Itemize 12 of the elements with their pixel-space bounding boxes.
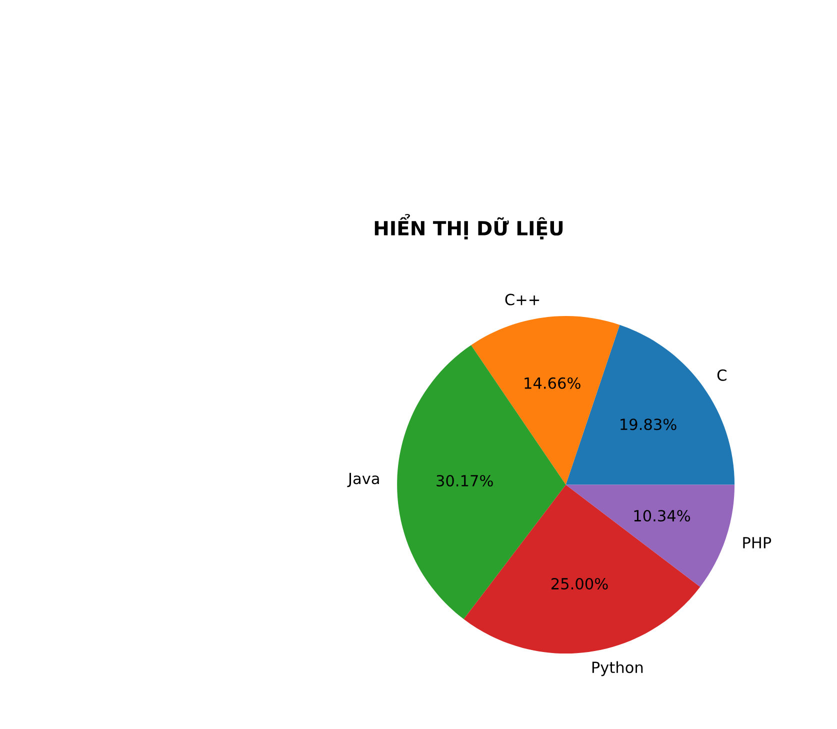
data-label: 10.34%: [634, 510, 690, 522]
slice-label: C: [717, 369, 726, 381]
data-label: 19.83%: [620, 418, 676, 430]
slice-label: Python: [592, 661, 643, 676]
pie-slice: [464, 484, 700, 654]
slice-label: C++: [505, 294, 540, 306]
data-label: 25.00%: [552, 578, 608, 590]
slice-label: Java: [347, 472, 379, 488]
data-label: 14.66%: [524, 377, 580, 389]
slice-label: PHP: [743, 537, 772, 548]
data-label: 30.17%: [436, 474, 493, 487]
chart-title: HIỂN THỊ DỮ LIỆU: [374, 214, 563, 240]
